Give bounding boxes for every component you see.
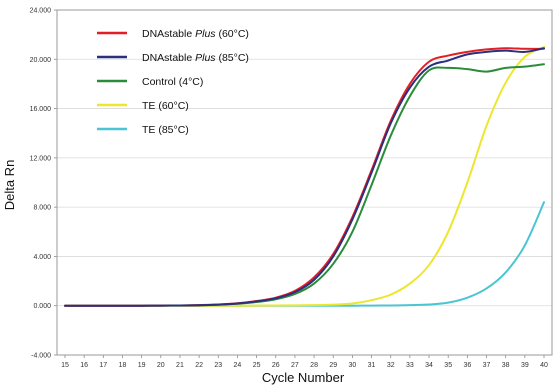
x-tick-label: 35 (444, 362, 452, 369)
y-tick-label: 16.000 (30, 106, 52, 113)
y-tick-label: 12.000 (30, 155, 52, 162)
x-tick-label: 30 (349, 362, 357, 369)
x-tick-label: 40 (540, 362, 548, 369)
x-tick-label: 32 (387, 362, 395, 369)
x-tick-label: 34 (425, 362, 433, 369)
x-tick-label: 24 (234, 362, 242, 369)
x-tick-label: 33 (406, 362, 414, 369)
y-tick-label: 8.000 (33, 205, 51, 212)
x-tick-label: 15 (61, 362, 69, 369)
data-lines (64, 45, 545, 307)
x-tick-label: 26 (272, 362, 280, 369)
plot-frame (56, 9, 553, 356)
legend-item-label: DNAstable Plus (60°C) (142, 28, 249, 40)
x-tick-label: 22 (195, 362, 203, 369)
y-tick-label: 20.000 (30, 57, 52, 64)
legend-item-label: TE (60°C) (142, 100, 189, 112)
x-tick-label: 19 (138, 362, 146, 369)
series-line-2 (64, 47, 545, 307)
x-tick-label: 16 (80, 362, 88, 369)
y-axis-title: Delta Rn (2, 160, 17, 211)
x-tick-label: 25 (253, 362, 261, 369)
x-tick-label: 39 (521, 362, 529, 369)
legend-item-label: TE (85°C) (142, 124, 189, 136)
legend: DNAstable Plus (60°C) DNAstable Plus (85°… (97, 28, 249, 136)
x-tick-label: 23 (214, 362, 222, 369)
legend-item-label: Control (4°C) (142, 76, 203, 88)
x-tick-label: 27 (291, 362, 299, 369)
x-tick-label: 28 (310, 362, 318, 369)
y-tick-label: 24.000 (30, 8, 52, 15)
x-tick-label: 21 (176, 362, 184, 369)
x-tick-label: 17 (99, 362, 107, 369)
y-tick-label: 4.000 (33, 254, 51, 261)
x-tick-label: 20 (157, 362, 165, 369)
y-tick-label: 0.000 (33, 303, 51, 310)
x-tick-label: 29 (329, 362, 337, 369)
plot-border (56, 9, 553, 356)
x-tick-label: 18 (119, 362, 127, 369)
x-tick-label: 38 (502, 362, 510, 369)
x-tick-label: 36 (463, 362, 471, 369)
legend-item-label: DNAstable Plus (85°C) (142, 52, 249, 64)
x-axis-title: Cycle Number (262, 370, 345, 385)
x-tick-label: 37 (483, 362, 491, 369)
x-axis-ticks: 15 16 17 18 19 20 21 22 23 24 25 26 27 28 29 30 31 32 33 34… (61, 355, 548, 369)
y-tick-label: -4.000 (31, 353, 51, 360)
x-tick-label: 31 (368, 362, 376, 369)
gridlines (57, 58, 552, 307)
